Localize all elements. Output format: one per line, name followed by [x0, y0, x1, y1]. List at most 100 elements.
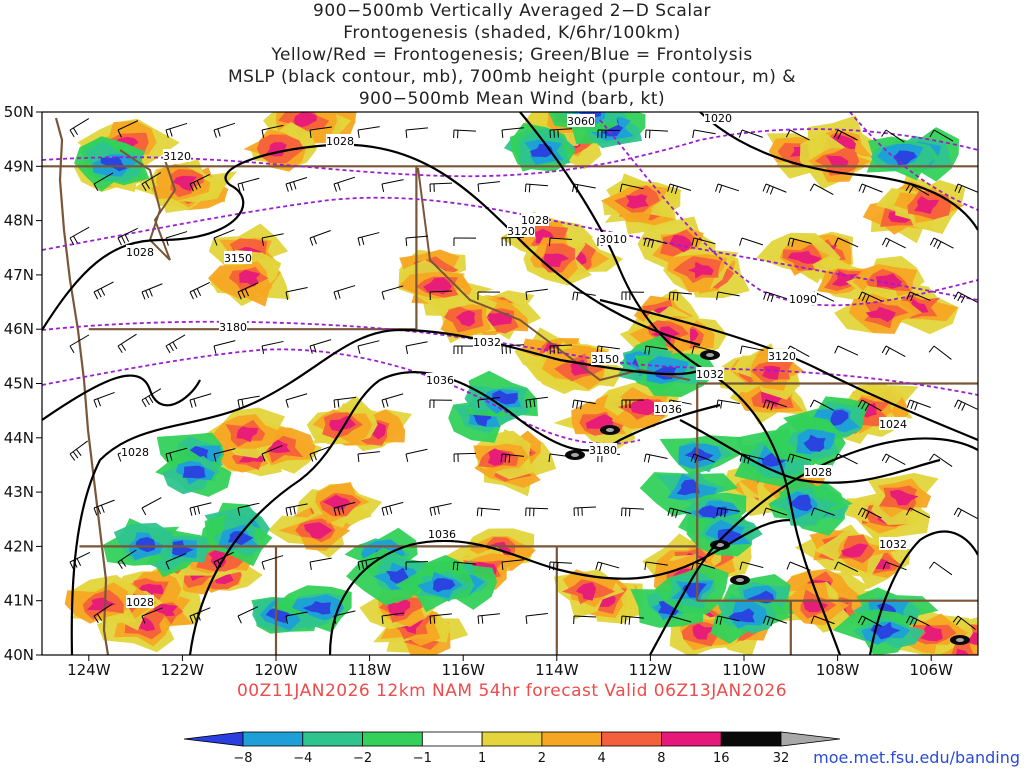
title-line-5: 900−500mb Mean Wind (barb, kt)	[358, 89, 666, 109]
colorbar-segment	[302, 731, 363, 747]
lon-tick-label: 116W	[441, 661, 485, 679]
lat-tick-label: 44N	[4, 429, 34, 447]
wind-barb	[69, 334, 90, 354]
isobar-label: 1032	[696, 368, 724, 381]
frontogenesis-patch	[697, 505, 729, 521]
wind-barb	[906, 399, 931, 411]
wind-barb	[285, 393, 308, 408]
wind-barb	[213, 448, 236, 462]
frontogenesis-patch	[865, 306, 896, 323]
colorbar-segment	[720, 731, 782, 747]
isobar-label: 1028	[521, 214, 549, 227]
isobar-label: 1090	[789, 293, 817, 306]
wind-barb	[833, 453, 858, 465]
wind-barb	[738, 129, 763, 138]
wind-barb	[213, 122, 236, 138]
wind-barb	[477, 181, 500, 193]
height-label: 3120	[163, 150, 191, 163]
wind-barb	[595, 561, 620, 571]
colorbar-label: −1	[413, 751, 432, 766]
wind-barb	[141, 497, 162, 516]
wind-barb	[929, 129, 954, 142]
wind-barb	[357, 232, 380, 246]
wind-barb	[524, 183, 548, 193]
wind-barb	[237, 395, 260, 408]
wind-barb	[429, 613, 452, 625]
wind-barb	[117, 549, 137, 569]
title-line-2: Frontogenesis (shaded, K/6hr/100km)	[343, 23, 681, 43]
wind-barb	[787, 237, 812, 247]
wind-barb	[620, 615, 644, 625]
wind-barb	[357, 451, 380, 463]
wind-barb	[644, 561, 668, 570]
colorbar-label: 8	[657, 751, 665, 766]
extreme-frontogenesis-core	[571, 453, 579, 457]
extreme-frontogenesis-core	[706, 353, 714, 357]
frontogenesis-patch	[870, 621, 901, 640]
frontogenesis-patch	[455, 310, 476, 327]
wind-barb	[690, 453, 715, 464]
wind-barb	[453, 452, 477, 463]
extreme-frontogenesis-core	[956, 638, 964, 642]
wind-barb	[237, 502, 260, 516]
height-label: 3180	[589, 444, 617, 457]
extreme-frontogenesis-core	[606, 428, 614, 432]
wind-barb	[333, 396, 356, 409]
lon-tick-label: 110W	[722, 661, 766, 679]
lat-tick-label: 45N	[4, 375, 34, 393]
lon-tick-label: 120W	[254, 661, 298, 679]
lat-tick-label: 48N	[4, 212, 34, 230]
wind-barb	[785, 129, 810, 141]
wind-barb	[117, 227, 138, 246]
isobar	[70, 328, 701, 655]
title-line-3: Yellow/Red = Frontogenesis; Green/Blue =…	[271, 45, 753, 65]
frontogenesis-patch	[676, 479, 700, 496]
wind-barb	[189, 502, 212, 516]
wind-barb	[857, 507, 882, 519]
wind-barb	[69, 118, 90, 138]
wind-barb	[476, 507, 500, 517]
wind-barb	[619, 183, 644, 192]
wind-barb	[477, 613, 500, 625]
wind-barb	[405, 235, 428, 247]
colorbar-label: 4	[598, 751, 606, 766]
wind-barb	[165, 231, 188, 246]
wind-barb	[141, 172, 162, 192]
extreme-frontogenesis-core	[716, 543, 724, 547]
height-label: 3180	[219, 321, 247, 334]
wind-barb	[786, 561, 811, 571]
isobar-label: 1036	[654, 403, 682, 416]
lon-tick-label: 114W	[535, 661, 579, 679]
wind-barb	[117, 333, 137, 354]
credit-link[interactable]: moe.met.fsu.edu/banding	[813, 748, 1020, 767]
wind-barb	[667, 615, 692, 624]
frontogenesis-patch	[875, 273, 902, 289]
colorbar-label: 32	[773, 751, 790, 766]
title-line-4: MSLP (black contour, mb), 700mb height (…	[227, 67, 797, 87]
wind-barb	[928, 561, 953, 576]
wind-barb	[381, 393, 404, 408]
colorbar-label: −4	[293, 751, 312, 766]
wind-barb	[906, 291, 931, 302]
wind-barb	[69, 551, 91, 570]
wind-barb	[573, 615, 597, 625]
frontogenesis-patch	[830, 409, 849, 426]
wind-barb	[501, 344, 524, 355]
wind-barb	[213, 551, 234, 570]
lat-tick-label: 50N	[4, 103, 34, 121]
colorbar-segment	[541, 731, 603, 747]
plot-area: 1020 1024 1028 1028 1028 1028 1028 1028 1032 1032…	[42, 112, 978, 655]
colorbar-label: 2	[538, 751, 546, 766]
wind-barb	[141, 283, 163, 300]
frontogenesis-patch	[236, 426, 259, 443]
wind-barb	[739, 237, 764, 246]
wind-barb	[645, 129, 668, 139]
wind-barb	[691, 237, 716, 247]
wind-barb	[381, 179, 404, 192]
wind-barb	[739, 561, 764, 570]
isobar-label: 1028	[126, 596, 154, 609]
colorbar-label: −2	[353, 751, 372, 766]
lon-tick-label: 122W	[161, 661, 205, 679]
wind-barb	[452, 561, 476, 571]
wind-barb	[93, 172, 114, 192]
